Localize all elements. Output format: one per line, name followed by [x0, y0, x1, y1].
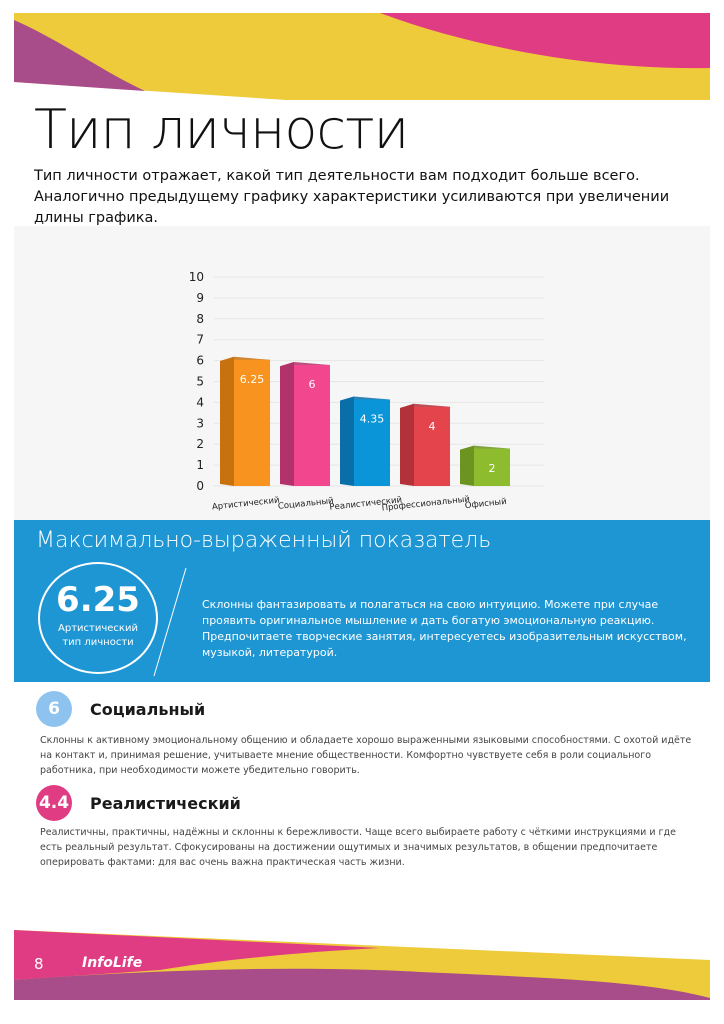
- bar-value-label: 2: [489, 462, 496, 475]
- infolife-logo: InfoLife: [82, 955, 143, 971]
- x-tick-label: Офисный: [464, 497, 507, 511]
- y-tick-label: 2: [196, 437, 204, 451]
- y-tick-label: 1: [196, 458, 204, 472]
- bar-value-label: 4.35: [360, 413, 385, 426]
- y-tick-label: 5: [196, 375, 204, 389]
- section-title: Социальный: [90, 700, 206, 719]
- page-title: Тип личности: [34, 98, 409, 161]
- bar: [354, 399, 390, 486]
- y-tick-label: 7: [196, 333, 204, 347]
- y-tick-label: 3: [196, 416, 204, 430]
- max-indicator-circle: 6.25 Артистический тип личности: [38, 562, 158, 674]
- section-description: Реалистичны, практичны, надёжны и склонн…: [40, 827, 676, 868]
- chart-area: 0 1 2 3 4 5 6 7 8 9 10 6.25 Артистический 6 Социальный…: [14, 226, 710, 520]
- section-title: Реалистический: [90, 794, 241, 813]
- max-indicator-value: 6.25: [56, 580, 140, 620]
- max-indicator-description: Склонны фантазировать и полагаться на св…: [202, 598, 687, 659]
- bar: [294, 365, 330, 486]
- bar-value-label: 6.25: [240, 373, 265, 386]
- y-tick-label: 0: [196, 479, 204, 493]
- y-tick-label: 10: [189, 270, 204, 284]
- section-description: Склонны к активному эмоциональному общен…: [40, 735, 692, 776]
- bar: [414, 406, 450, 486]
- max-indicator-label: Артистический тип личности: [58, 623, 138, 648]
- max-indicator-panel: Максимально-выраженный показатель 6.25 А…: [14, 520, 710, 682]
- max-indicator-title: Максимально-выраженный показатель: [36, 528, 492, 553]
- personality-bar-chart: 0 1 2 3 4 5 6 7 8 9 10 6.25 Артистический 6 Социальный…: [189, 270, 544, 514]
- bar: [474, 448, 510, 486]
- page-subtitle: Тип личности отражает, какой тип деятель…: [34, 168, 670, 226]
- score-badge: 4.4: [36, 785, 72, 821]
- bar-value-label: 6: [309, 378, 316, 391]
- bar-value-label: 4: [429, 420, 436, 433]
- bar-side: [460, 445, 474, 486]
- score-badge: 6: [36, 691, 72, 727]
- y-tick-label: 6: [196, 354, 204, 368]
- x-tick-label: Социальный: [277, 496, 334, 512]
- y-tick-label: 4: [196, 395, 204, 409]
- bar-side: [400, 403, 414, 486]
- bar-side: [220, 356, 234, 486]
- y-tick-label: 9: [196, 291, 204, 305]
- bar-side: [280, 362, 294, 486]
- x-tick-label: Артистический: [211, 495, 280, 512]
- page-number: 8: [34, 955, 44, 973]
- divider-slash: [153, 568, 187, 677]
- bar-side: [340, 396, 354, 486]
- bar: [234, 359, 270, 486]
- bottom-decorative-band: [14, 930, 710, 1000]
- y-tick-label: 8: [196, 312, 204, 326]
- top-decorative-band: [14, 13, 710, 100]
